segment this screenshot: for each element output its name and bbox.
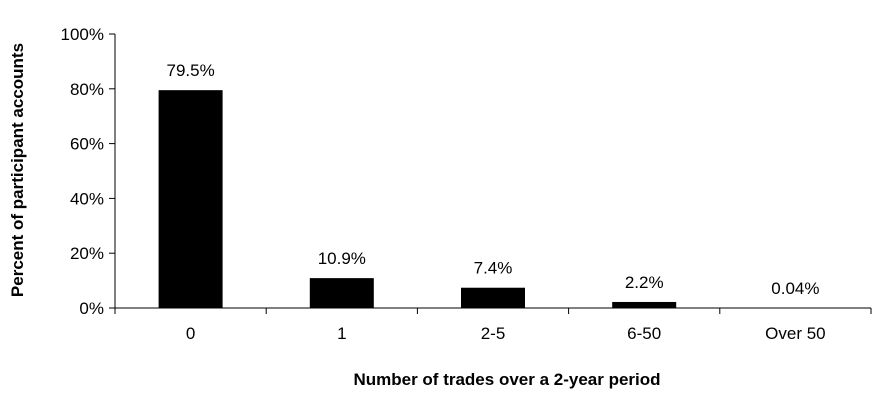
bar xyxy=(461,288,525,308)
y-tick-label: 80% xyxy=(70,80,104,99)
y-tick-label: 40% xyxy=(70,189,104,208)
x-tick-label: 6-50 xyxy=(627,324,661,343)
bar xyxy=(612,302,676,308)
bar xyxy=(159,90,223,308)
x-tick-label: 1 xyxy=(337,324,346,343)
data-label: 0.04% xyxy=(771,279,819,298)
bar xyxy=(310,278,374,308)
x-tick-label: Over 50 xyxy=(765,324,825,343)
x-axis-title: Number of trades over a 2-year period xyxy=(353,370,660,389)
y-tick-label: 100% xyxy=(61,25,104,44)
y-tick-label: 60% xyxy=(70,135,104,154)
data-label: 10.9% xyxy=(318,249,366,268)
data-label: 7.4% xyxy=(474,259,513,278)
y-tick-label: 20% xyxy=(70,244,104,263)
y-tick-label: 0% xyxy=(79,299,104,318)
x-tick-label: 2-5 xyxy=(481,324,506,343)
data-label: 79.5% xyxy=(166,61,214,80)
x-tick-label: 0 xyxy=(186,324,195,343)
y-axis-title: Percent of participant accounts xyxy=(8,43,27,297)
data-label: 2.2% xyxy=(625,273,664,292)
